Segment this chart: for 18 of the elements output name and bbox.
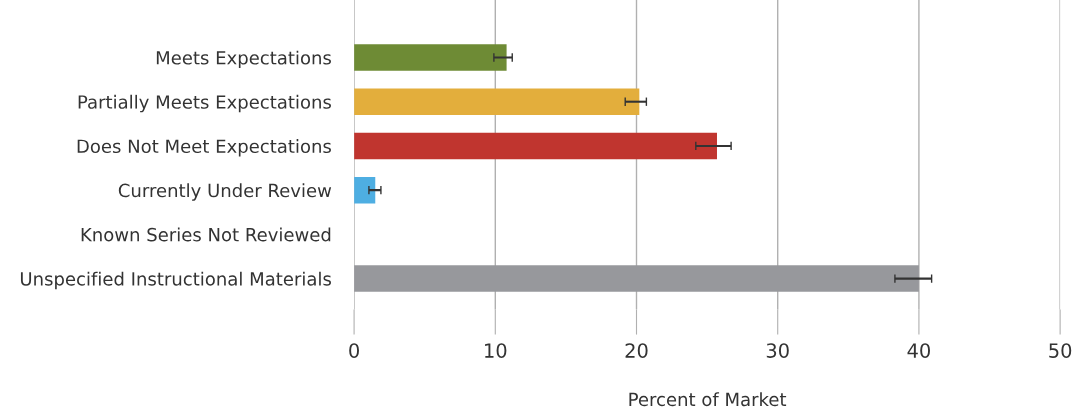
x-tick-label: 50 <box>1049 343 1072 358</box>
bar <box>354 44 507 71</box>
x-tick-label: 20 <box>625 343 648 358</box>
x-tick-label: 0 <box>349 343 359 358</box>
y-tick-label: Unspecified Instructional Materials <box>20 271 331 290</box>
x-tick-label: 30 <box>766 343 789 358</box>
x-axis-title: Percent of Market <box>629 392 787 407</box>
y-tick-label: Partially Meets Expectations <box>78 94 331 113</box>
bar <box>354 265 919 292</box>
bar <box>354 88 640 115</box>
y-tick-label: Known Series Not Reviewed <box>81 227 331 242</box>
y-tick-label: Does Not Meet Expectations <box>77 139 331 157</box>
y-tick-label: Meets Expectations <box>156 50 331 69</box>
x-tick-label: 40 <box>907 343 930 358</box>
bar <box>354 176 376 204</box>
y-tick-label: Currently Under Review <box>118 183 332 201</box>
bar <box>354 132 717 160</box>
x-tick-label: 10 <box>485 343 507 358</box>
